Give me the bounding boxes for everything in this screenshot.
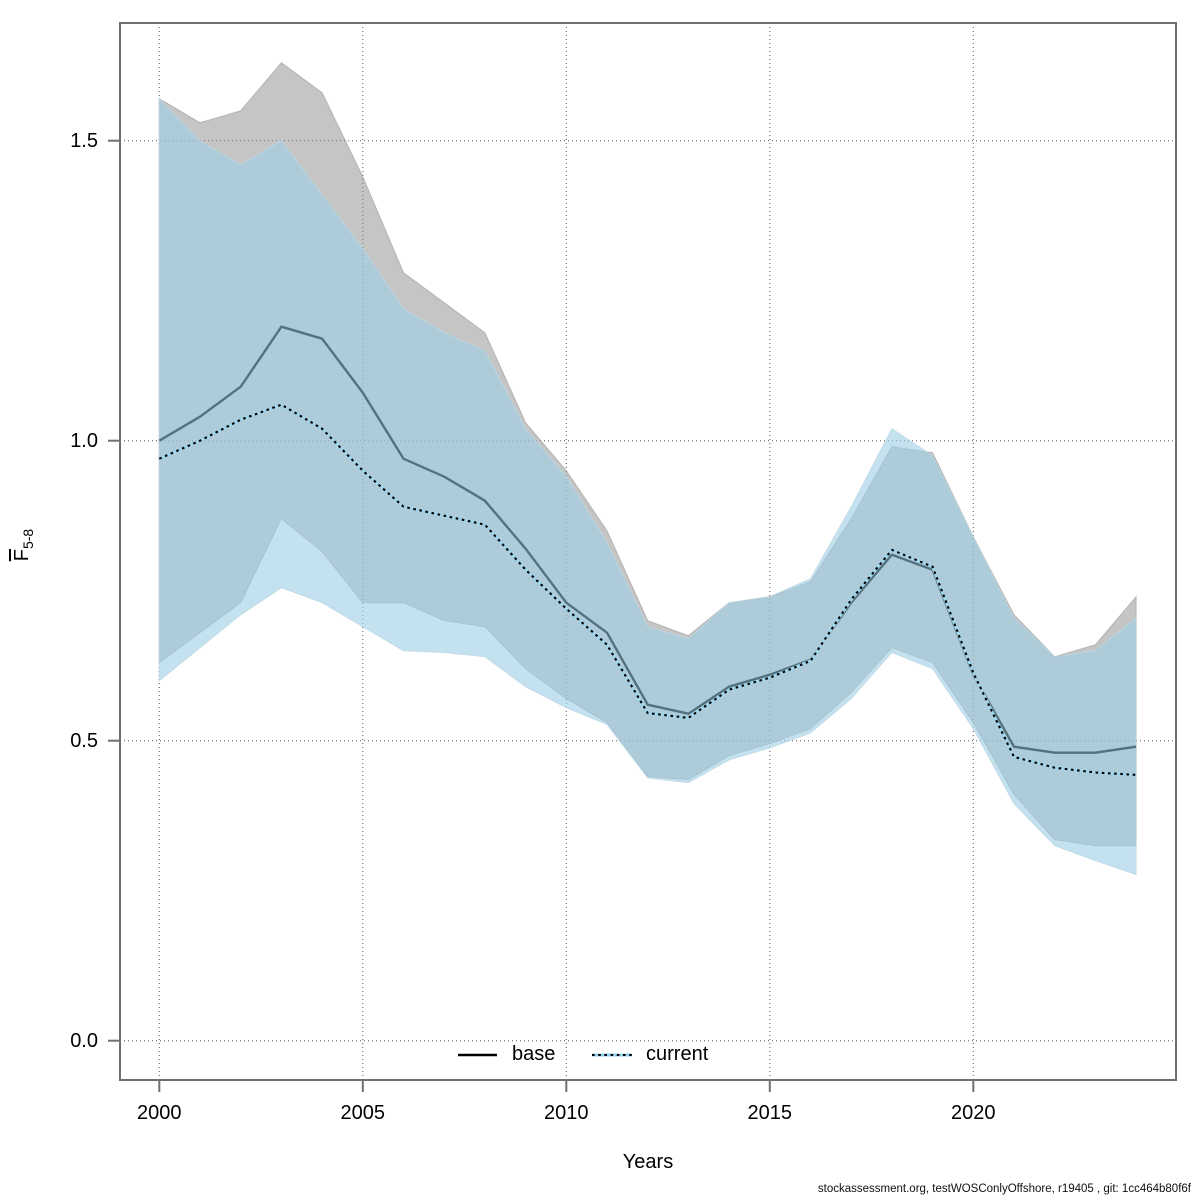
- y-axis-label-subscript: 5-8: [20, 528, 36, 550]
- y-tick-label: 0.5: [70, 729, 98, 752]
- x-tick-label: 2005: [340, 1102, 386, 1124]
- legend-label-current: current: [646, 1043, 709, 1065]
- x-tick-label: 2020: [951, 1102, 996, 1124]
- y-axis-label: F5-8: [11, 485, 43, 605]
- x-tick-label: 2000: [137, 1102, 182, 1124]
- y-tick-label: 0.0: [70, 1029, 98, 1052]
- y-axis-label-symbol: F: [11, 549, 33, 562]
- y-tick-label: 1.0: [70, 429, 98, 452]
- x-tick-label: 2010: [544, 1102, 589, 1124]
- x-tick-label: 2015: [747, 1102, 793, 1124]
- x-axis-label: Years: [622, 1151, 674, 1173]
- y-tick-label: 1.5: [70, 129, 98, 152]
- legend-label-base: base: [512, 1043, 556, 1065]
- footer-attribution: stockassessment.org, testWOSConlyOffshor…: [817, 1183, 1191, 1195]
